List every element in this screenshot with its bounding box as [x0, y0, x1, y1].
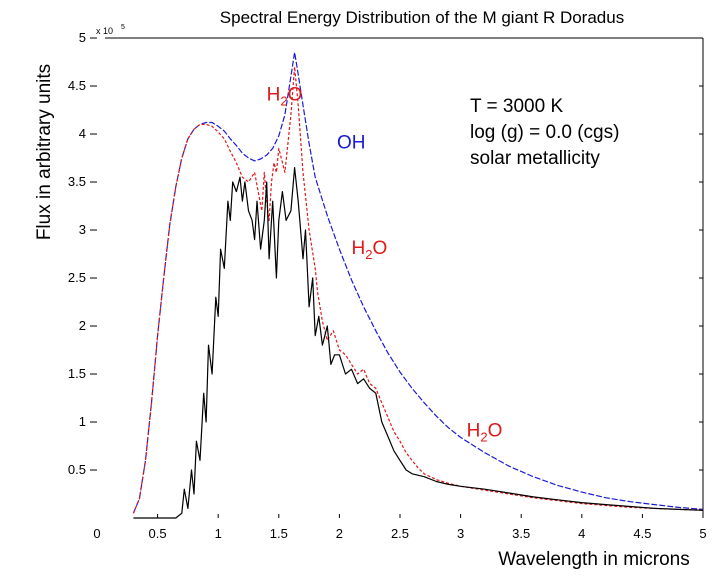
x-ticks: 0 0.5 1 1.5 2 2.5 3 3.5 4 4.5 5: [93, 514, 707, 541]
x-axis-label: Wavelength in microns: [498, 549, 689, 570]
x-tick-label: 1.5: [270, 526, 288, 541]
param-metallicity: solar metallicity: [470, 148, 600, 169]
chart-title: Spectral Energy Distribution of the M gi…: [220, 8, 624, 27]
series-line-2: [132, 66, 704, 514]
param-gravity: log (g) = 0.0 (cgs): [470, 122, 619, 143]
y-axis-label: Flux in arbitrary units: [34, 64, 55, 240]
x-tick-label: 2.5: [391, 526, 409, 541]
y-tick-label: 5: [79, 30, 86, 45]
annotation-label: H2O: [352, 238, 388, 262]
annotation-label: H2O: [267, 84, 303, 108]
x-tick-label: 0.5: [149, 526, 167, 541]
annotations: H2O OH H2O H2O: [267, 84, 503, 444]
y-tick-label: 3.5: [68, 174, 86, 189]
annotation-label: OH: [337, 132, 366, 153]
annotation-label: H2O: [467, 420, 503, 444]
x-tick-label: 2: [336, 526, 343, 541]
x-tick-label: 1: [215, 526, 222, 541]
x-tick-label: 3: [457, 526, 464, 541]
model-parameters: T = 3000 K log (g) = 0.0 (cgs) solar met…: [470, 96, 619, 169]
y-ticks: 0.5 1 1.5 2 2.5 3 3.5 4 4.5 5: [68, 30, 703, 477]
x-tick-label: 4: [578, 526, 585, 541]
y-scale-label: x 10: [96, 26, 113, 36]
y-tick-label: 4: [79, 126, 86, 141]
y-tick-label: 3: [79, 222, 86, 237]
y-scale-exponent: 5: [121, 24, 125, 31]
param-temperature: T = 3000 K: [470, 96, 563, 117]
y-tick-label: 2.5: [68, 270, 86, 285]
x-tick-label: 5: [699, 526, 706, 541]
series-line-3: [133, 167, 704, 519]
y-scale-factor: x 10 5: [96, 24, 125, 36]
series-group: [132, 51, 704, 519]
y-tick-label: 2: [79, 318, 86, 333]
y-tick-label: 1: [79, 414, 86, 429]
x-tick-label: 0: [93, 526, 100, 541]
y-tick-label: 0.5: [68, 462, 86, 477]
x-tick-label: 3.5: [512, 526, 530, 541]
axes: [105, 37, 704, 518]
y-tick-label: 1.5: [68, 366, 86, 381]
y-tick-label: 4.5: [68, 78, 86, 93]
x-tick-label: 4.5: [633, 526, 651, 541]
